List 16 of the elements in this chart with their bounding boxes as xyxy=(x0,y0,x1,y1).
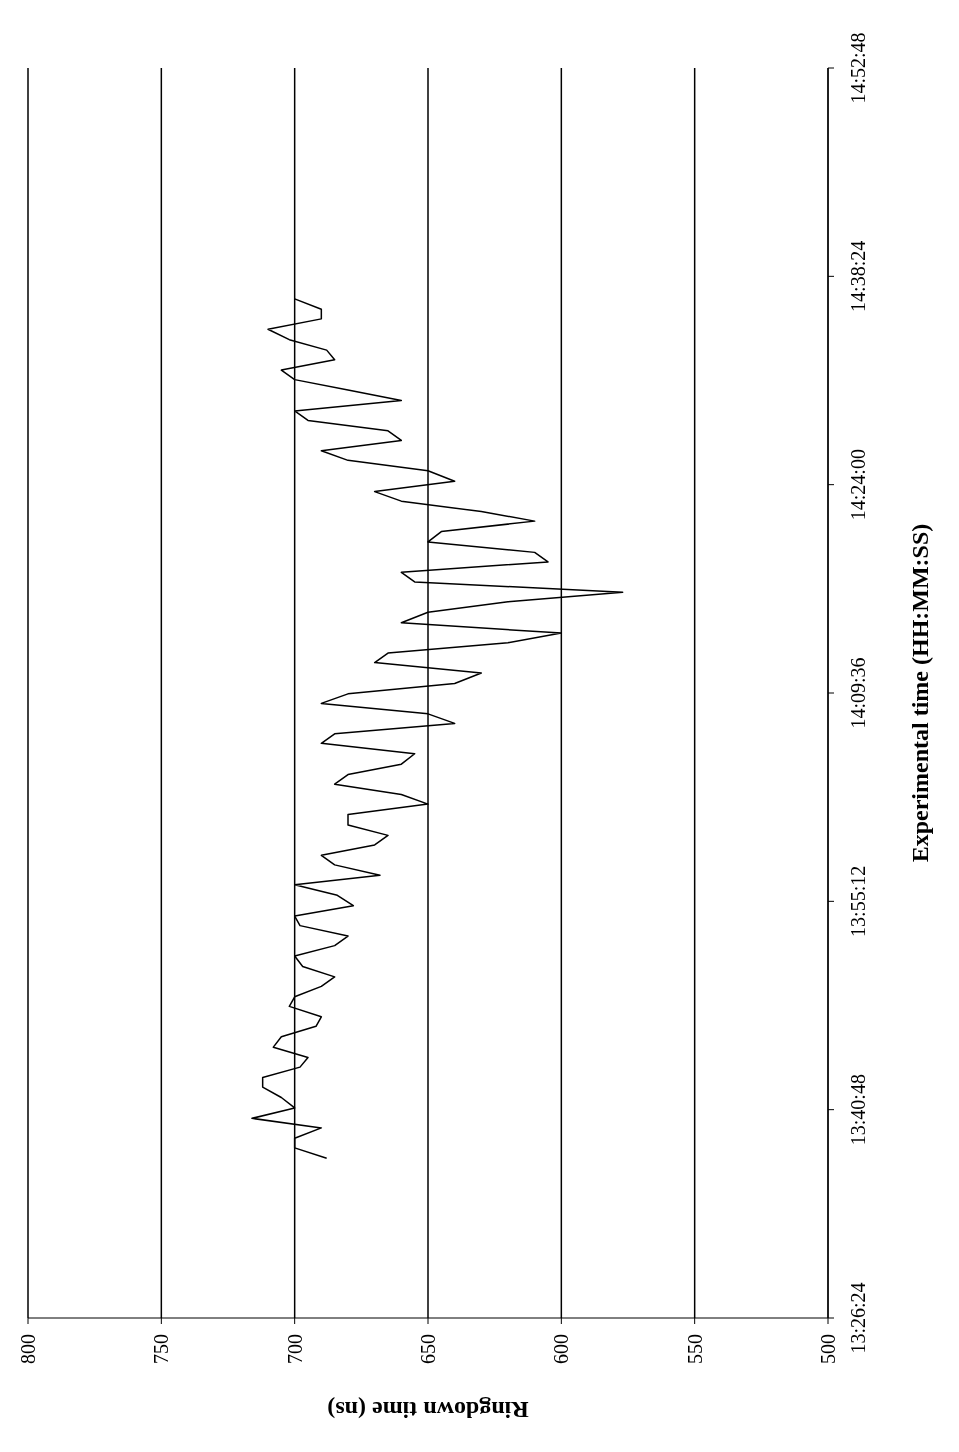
x-tick-label: 600 xyxy=(550,1334,573,1364)
y-tick-label: 14:24:00 xyxy=(847,449,869,521)
x-tick-label: 700 xyxy=(283,1334,306,1364)
y-tick-label: 13:26:24 xyxy=(847,1282,869,1354)
x-tick-label: 500 xyxy=(817,1334,839,1364)
x-tick-label: 800 xyxy=(17,1334,39,1364)
y-axis-title: Experimental time (HH:MM:SS) xyxy=(907,523,933,863)
y-tick-label: 13:55:12 xyxy=(847,865,869,937)
y-tick-label: 14:38:24 xyxy=(847,240,869,312)
y-tick-label: 13:40:48 xyxy=(847,1074,869,1146)
x-tick-label: 650 xyxy=(417,1334,439,1364)
y-tick-label: 14:09:36 xyxy=(847,657,869,729)
x-tick-label: 550 xyxy=(683,1334,706,1364)
x-axis-title: Ringdown time (ns) xyxy=(327,1397,529,1423)
y-tick-label: 14:52:48 xyxy=(847,32,869,104)
x-tick-label: 750 xyxy=(150,1334,173,1364)
